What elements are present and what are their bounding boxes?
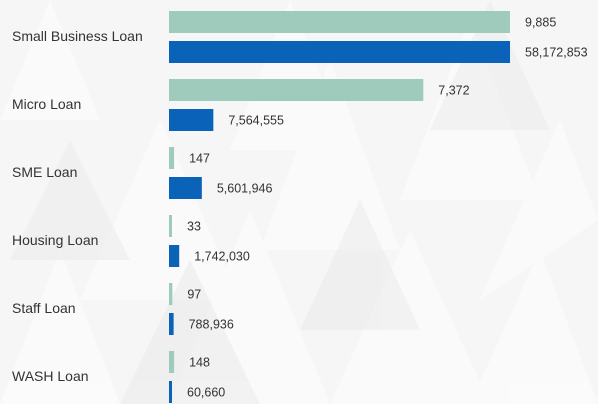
bar-micro-loan-series-1 (169, 79, 424, 101)
value-label-sme-loan-series-1: 147 (189, 152, 210, 166)
value-label-small-business-loan-series-1: 9,885 (525, 16, 556, 30)
bar-staff-loan-series-2 (169, 313, 174, 335)
value-label-housing-loan-series-2: 1,742,030 (194, 250, 250, 264)
value-label-sme-loan-series-2: 5,601,946 (217, 182, 273, 196)
value-label-wash-loan-series-2: 60,660 (187, 386, 225, 400)
category-label-sme-loan: SME Loan (12, 164, 77, 180)
bar-staff-loan-series-1 (169, 283, 173, 305)
value-label-micro-loan-series-1: 7,372 (438, 84, 469, 98)
category-label-small-business-loan: Small Business Loan (12, 28, 143, 44)
bar-housing-loan-series-1 (169, 215, 172, 237)
bar-wash-loan-series-2 (169, 381, 172, 403)
bar-small-business-loan-series-2 (169, 41, 510, 63)
bar-micro-loan-series-2 (169, 109, 214, 131)
category-label-housing-loan: Housing Loan (12, 232, 98, 248)
bar-housing-loan-series-2 (169, 245, 180, 267)
category-label-micro-loan: Micro Loan (12, 96, 81, 112)
bar-small-business-loan-series-1 (169, 11, 510, 33)
category-label-wash-loan: WASH Loan (12, 368, 89, 384)
value-label-small-business-loan-series-2: 58,172,853 (525, 46, 588, 60)
value-label-housing-loan-series-1: 33 (187, 220, 201, 234)
bar-sme-loan-series-2 (169, 177, 202, 199)
value-label-micro-loan-series-2: 7,564,555 (228, 114, 284, 128)
bar-sme-loan-series-1 (169, 147, 175, 169)
value-label-staff-loan-series-2: 788,936 (189, 318, 234, 332)
value-label-staff-loan-series-1: 97 (187, 288, 201, 302)
bar-wash-loan-series-1 (169, 351, 175, 373)
category-label-staff-loan: Staff Loan (12, 300, 76, 316)
value-label-wash-loan-series-1: 148 (189, 356, 210, 370)
